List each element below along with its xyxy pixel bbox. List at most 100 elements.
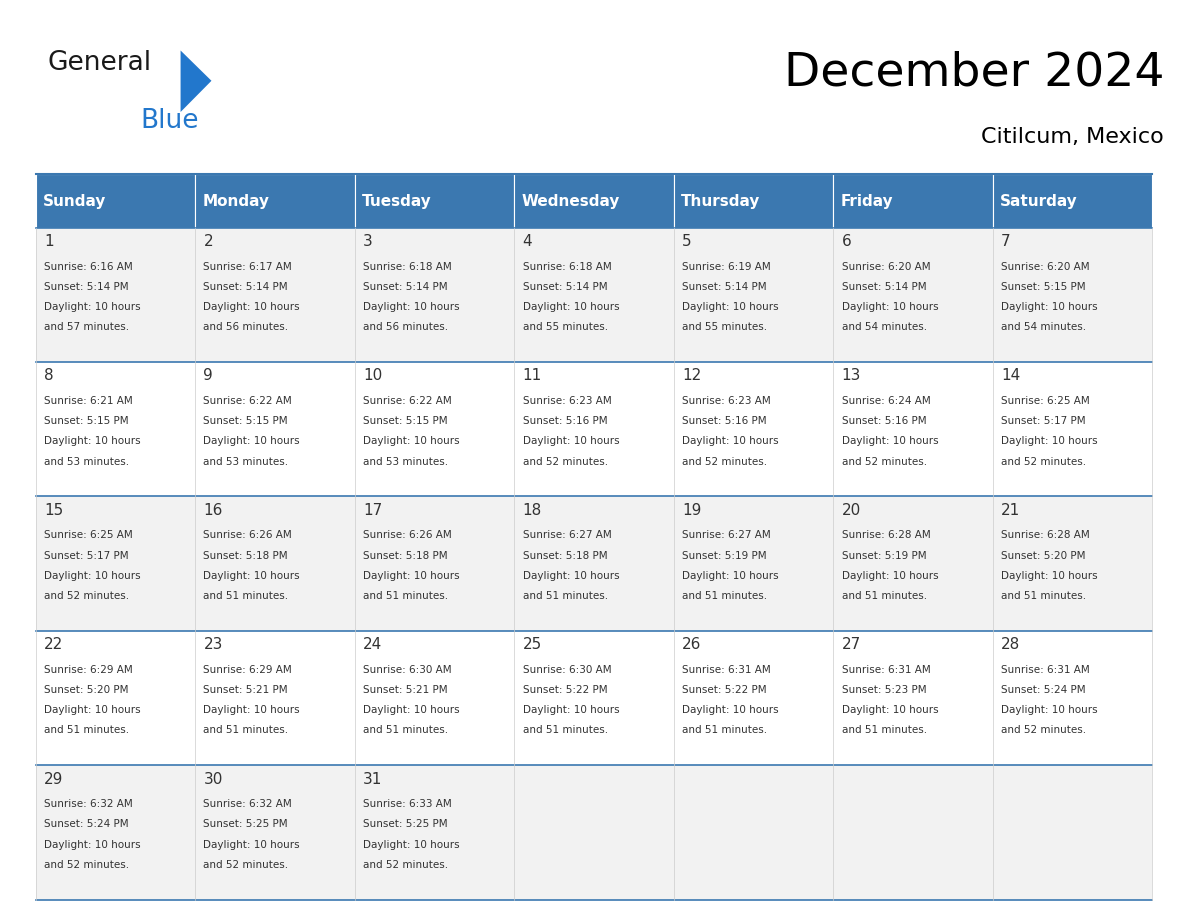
Text: 6: 6	[841, 234, 852, 249]
Text: Daylight: 10 hours: Daylight: 10 hours	[364, 302, 460, 312]
Text: 17: 17	[364, 503, 383, 518]
Text: Sunrise: 6:27 AM: Sunrise: 6:27 AM	[682, 531, 771, 541]
Text: Thursday: Thursday	[681, 194, 760, 208]
Text: Daylight: 10 hours: Daylight: 10 hours	[44, 436, 140, 446]
Text: Daylight: 10 hours: Daylight: 10 hours	[44, 705, 140, 715]
Text: and 55 minutes.: and 55 minutes.	[682, 322, 767, 332]
Text: 8: 8	[44, 368, 53, 384]
Text: Sunset: 5:22 PM: Sunset: 5:22 PM	[682, 685, 766, 695]
Text: and 51 minutes.: and 51 minutes.	[364, 725, 448, 735]
Bar	[36, 174, 195, 228]
Text: Citilcum, Mexico: Citilcum, Mexico	[981, 127, 1164, 147]
Text: Sunset: 5:16 PM: Sunset: 5:16 PM	[841, 416, 927, 426]
Bar	[674, 631, 833, 766]
Text: Sunrise: 6:21 AM: Sunrise: 6:21 AM	[44, 396, 133, 406]
Text: Sunrise: 6:20 AM: Sunrise: 6:20 AM	[841, 262, 930, 272]
Text: 2: 2	[203, 234, 213, 249]
Text: and 51 minutes.: and 51 minutes.	[682, 725, 767, 735]
Text: 13: 13	[841, 368, 861, 384]
Bar	[195, 174, 355, 228]
Bar	[36, 362, 195, 497]
Text: Sunrise: 6:31 AM: Sunrise: 6:31 AM	[841, 665, 930, 675]
Text: Sunrise: 6:19 AM: Sunrise: 6:19 AM	[682, 262, 771, 272]
Bar	[36, 766, 195, 900]
Text: 4: 4	[523, 234, 532, 249]
Text: and 55 minutes.: and 55 minutes.	[523, 322, 608, 332]
Text: and 51 minutes.: and 51 minutes.	[203, 725, 289, 735]
Text: Daylight: 10 hours: Daylight: 10 hours	[682, 436, 778, 446]
Text: Sunrise: 6:29 AM: Sunrise: 6:29 AM	[44, 665, 133, 675]
Bar	[833, 497, 993, 631]
Text: Sunset: 5:19 PM: Sunset: 5:19 PM	[841, 551, 927, 561]
Text: Sunset: 5:25 PM: Sunset: 5:25 PM	[364, 820, 448, 829]
Text: Sunset: 5:18 PM: Sunset: 5:18 PM	[364, 551, 448, 561]
Text: Daylight: 10 hours: Daylight: 10 hours	[523, 571, 619, 581]
Bar	[36, 228, 195, 362]
Bar	[355, 362, 514, 497]
Text: Sunrise: 6:31 AM: Sunrise: 6:31 AM	[682, 665, 771, 675]
Text: Sunrise: 6:32 AM: Sunrise: 6:32 AM	[44, 800, 133, 809]
Text: Sunrise: 6:20 AM: Sunrise: 6:20 AM	[1001, 262, 1089, 272]
Text: and 51 minutes.: and 51 minutes.	[682, 591, 767, 601]
Text: 31: 31	[364, 772, 383, 787]
Bar	[195, 497, 355, 631]
Text: Sunset: 5:14 PM: Sunset: 5:14 PM	[364, 282, 448, 292]
Text: and 56 minutes.: and 56 minutes.	[364, 322, 448, 332]
Text: Daylight: 10 hours: Daylight: 10 hours	[44, 302, 140, 312]
Bar	[355, 174, 514, 228]
Text: Sunset: 5:14 PM: Sunset: 5:14 PM	[203, 282, 289, 292]
Text: Sunrise: 6:30 AM: Sunrise: 6:30 AM	[364, 665, 451, 675]
Text: Sunrise: 6:17 AM: Sunrise: 6:17 AM	[203, 262, 292, 272]
Text: Daylight: 10 hours: Daylight: 10 hours	[1001, 302, 1098, 312]
Text: Sunset: 5:17 PM: Sunset: 5:17 PM	[44, 551, 128, 561]
Text: 7: 7	[1001, 234, 1011, 249]
Bar	[514, 228, 674, 362]
Bar	[993, 174, 1152, 228]
Text: Sunset: 5:14 PM: Sunset: 5:14 PM	[841, 282, 927, 292]
Text: Sunday: Sunday	[43, 194, 106, 208]
Text: Sunset: 5:15 PM: Sunset: 5:15 PM	[1001, 282, 1086, 292]
Text: and 53 minutes.: and 53 minutes.	[203, 456, 289, 466]
Text: Sunrise: 6:26 AM: Sunrise: 6:26 AM	[203, 531, 292, 541]
Text: Daylight: 10 hours: Daylight: 10 hours	[364, 840, 460, 849]
Text: Sunrise: 6:27 AM: Sunrise: 6:27 AM	[523, 531, 612, 541]
Text: and 52 minutes.: and 52 minutes.	[1001, 725, 1086, 735]
Text: Sunrise: 6:16 AM: Sunrise: 6:16 AM	[44, 262, 133, 272]
Text: Sunset: 5:18 PM: Sunset: 5:18 PM	[523, 551, 607, 561]
Text: Sunset: 5:15 PM: Sunset: 5:15 PM	[203, 416, 289, 426]
Text: and 51 minutes.: and 51 minutes.	[523, 725, 608, 735]
Text: Sunrise: 6:23 AM: Sunrise: 6:23 AM	[523, 396, 612, 406]
Bar	[833, 174, 993, 228]
Text: and 52 minutes.: and 52 minutes.	[1001, 456, 1086, 466]
Text: 27: 27	[841, 637, 861, 653]
Bar	[36, 631, 195, 766]
Text: Sunset: 5:19 PM: Sunset: 5:19 PM	[682, 551, 766, 561]
Bar	[833, 766, 993, 900]
Polygon shape	[181, 50, 211, 112]
Text: Sunrise: 6:28 AM: Sunrise: 6:28 AM	[841, 531, 930, 541]
Bar	[355, 228, 514, 362]
Bar	[674, 766, 833, 900]
Text: and 52 minutes.: and 52 minutes.	[44, 860, 129, 869]
Text: and 51 minutes.: and 51 minutes.	[841, 725, 927, 735]
Text: and 53 minutes.: and 53 minutes.	[364, 456, 448, 466]
Bar	[833, 631, 993, 766]
Text: and 51 minutes.: and 51 minutes.	[203, 591, 289, 601]
Text: and 52 minutes.: and 52 minutes.	[364, 860, 448, 869]
Text: and 54 minutes.: and 54 minutes.	[1001, 322, 1086, 332]
Text: Daylight: 10 hours: Daylight: 10 hours	[523, 302, 619, 312]
Text: 26: 26	[682, 637, 701, 653]
Text: Sunset: 5:24 PM: Sunset: 5:24 PM	[1001, 685, 1086, 695]
Text: Daylight: 10 hours: Daylight: 10 hours	[364, 705, 460, 715]
Text: and 51 minutes.: and 51 minutes.	[523, 591, 608, 601]
Text: 21: 21	[1001, 503, 1020, 518]
Text: Sunrise: 6:28 AM: Sunrise: 6:28 AM	[1001, 531, 1089, 541]
Text: General: General	[48, 50, 152, 76]
Bar	[993, 362, 1152, 497]
Text: and 56 minutes.: and 56 minutes.	[203, 322, 289, 332]
Text: Sunset: 5:20 PM: Sunset: 5:20 PM	[1001, 551, 1086, 561]
Text: Daylight: 10 hours: Daylight: 10 hours	[44, 840, 140, 849]
Text: 11: 11	[523, 368, 542, 384]
Text: 15: 15	[44, 503, 63, 518]
Text: Friday: Friday	[840, 194, 893, 208]
